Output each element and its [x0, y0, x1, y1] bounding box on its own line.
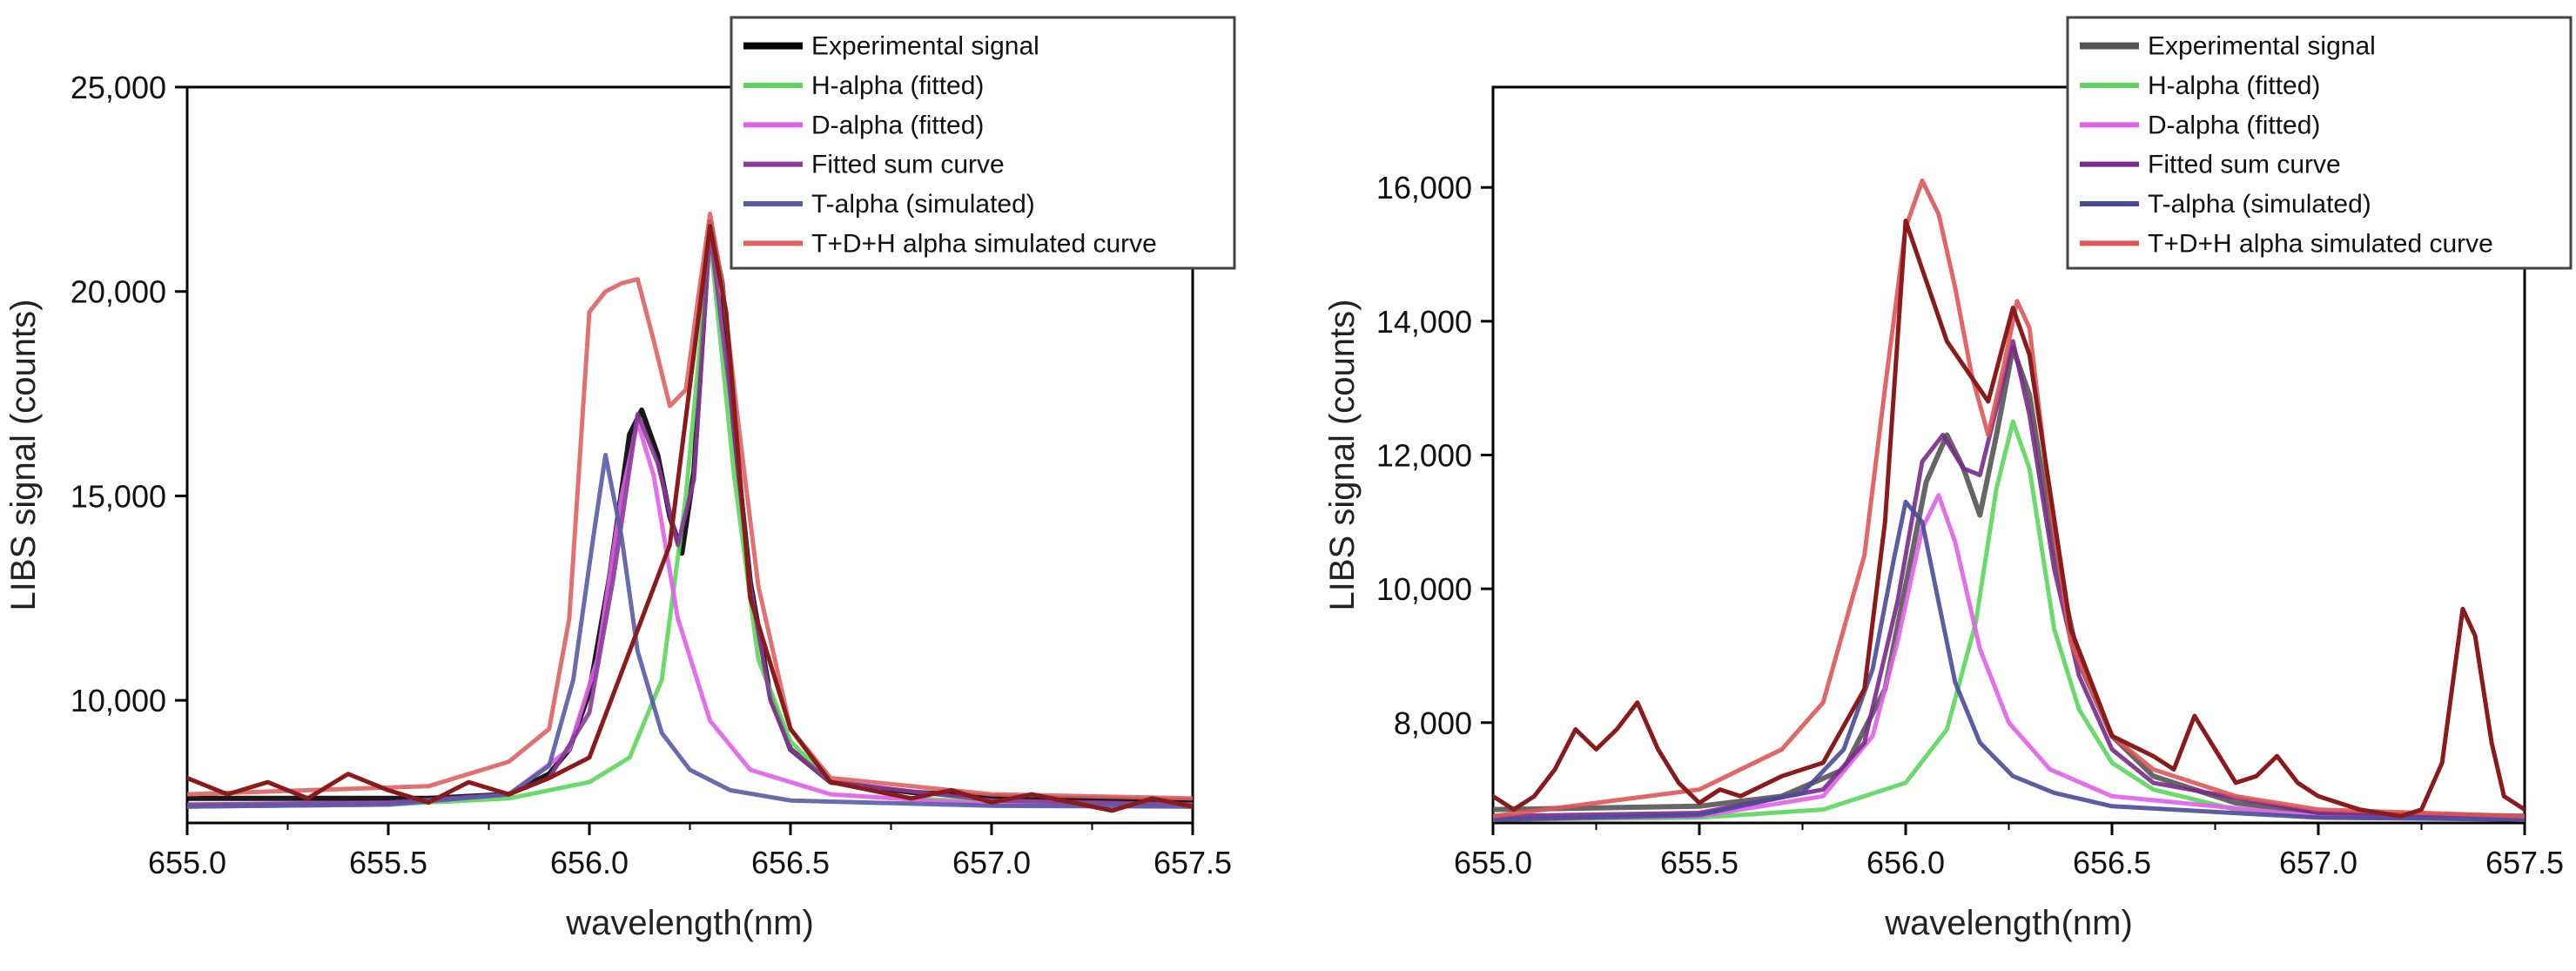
chart0-xtick-label-3: 656.5 [751, 845, 830, 880]
chart1-series-line-2 [1493, 493, 2525, 822]
chart1-ytick-label-3: 14,000 [1376, 304, 1472, 340]
chart0-series-line-5 [187, 212, 1193, 801]
chart0-xtick-label-0: 655.0 [148, 845, 226, 880]
chart0-series-line-4 [187, 453, 1193, 809]
chart0-legend-entry-1: H-alpha (fitted) [811, 71, 984, 100]
chart1-ytick-label-2: 12,000 [1376, 438, 1472, 474]
chart0-xtick-label-2: 656.0 [550, 845, 629, 880]
chart1-ytick-label-1: 10,000 [1376, 571, 1472, 607]
chart1-xtick-label-5: 657.5 [2485, 845, 2564, 880]
chart0-legend-entry-4: T-alpha (simulated) [811, 190, 1035, 219]
chart0-y-axis-title: LIBS signal (counts) [4, 300, 43, 611]
chart1-series-line-1 [1493, 419, 2525, 822]
chart0-legend-entry-5: T+D+H alpha simulated curve [811, 229, 1157, 258]
chart0-series-line-6 [187, 224, 1193, 813]
chart0-xtick-label-5: 657.5 [1153, 845, 1232, 880]
chart1-legend-entry-3: Fitted sum curve [2148, 151, 2341, 179]
chart0-series-group [187, 212, 1193, 813]
chart0-legend-entry-2: D-alpha (fitted) [811, 111, 984, 139]
chart1-series-line-5 [1493, 179, 2525, 819]
chart1-xtick-label-0: 655.0 [1454, 845, 1532, 880]
chart1-xtick-label-2: 656.0 [1866, 845, 1945, 880]
chart-panel-right: 655.0 655.5 656.0 656.5 657.0 657.5 8,000 10,00… [1323, 16, 2573, 942]
chart-panel-left: 655.0 655.5 656.0 656.5 657.0 657.5 10,000 15,0… [4, 16, 1236, 942]
chart0-xtick-label-4: 657.0 [952, 845, 1031, 880]
chart1-legend-box [2066, 16, 2573, 270]
chart1-xtick-label-4: 657.0 [2279, 845, 2357, 880]
chart0-ytick-label-1: 15,000 [71, 478, 166, 514]
chart1-ytick-label-0: 8,000 [1394, 705, 1472, 741]
chart0-xtick-label-1: 655.5 [349, 845, 427, 880]
chart0-legend-entry-0: Experimental signal [811, 32, 1039, 61]
chart1-y-axis-title: LIBS signal (counts) [1323, 300, 1362, 611]
chart0-legend-box [730, 16, 1236, 270]
chart1-series-line-4 [1493, 499, 2525, 822]
chart1-ytick-label-4: 16,000 [1376, 170, 1472, 206]
chart1-series-line-6 [1493, 219, 2525, 819]
chart1-x-axis-title: wavelength(nm) [1884, 904, 2133, 942]
chart1-series-group [1493, 179, 2525, 822]
chart1-xtick-label-1: 655.5 [1660, 845, 1739, 880]
chart0-ytick-label-0: 10,000 [71, 683, 166, 718]
chart1-legend-entry-2: D-alpha (fitted) [2148, 111, 2320, 139]
chart1-legend-entry-5: T+D+H alpha simulated curve [2148, 229, 2493, 258]
chart1-legend-entry-0: Experimental signal [2148, 32, 2376, 61]
chart1-legend: Experimental signal H-alpha (fitted) D-alp… [2066, 16, 2573, 270]
chart1-legend-entry-1: H-alpha (fitted) [2148, 71, 2320, 100]
chart1-series-line-3 [1493, 339, 2525, 819]
chart0-legend: Experimental signal H-alpha (fitted) D-alp… [730, 16, 1236, 270]
chart0-legend-entry-3: Fitted sum curve [811, 151, 1005, 179]
chart0-x-axis-title: wavelength(nm) [565, 904, 814, 942]
chart1-legend-entry-4: T-alpha (simulated) [2148, 190, 2371, 219]
chart1-xtick-label-3: 656.5 [2073, 845, 2151, 880]
chart0-ytick-label-3: 25,000 [71, 70, 166, 105]
chart0-ytick-label-2: 20,000 [71, 274, 166, 310]
